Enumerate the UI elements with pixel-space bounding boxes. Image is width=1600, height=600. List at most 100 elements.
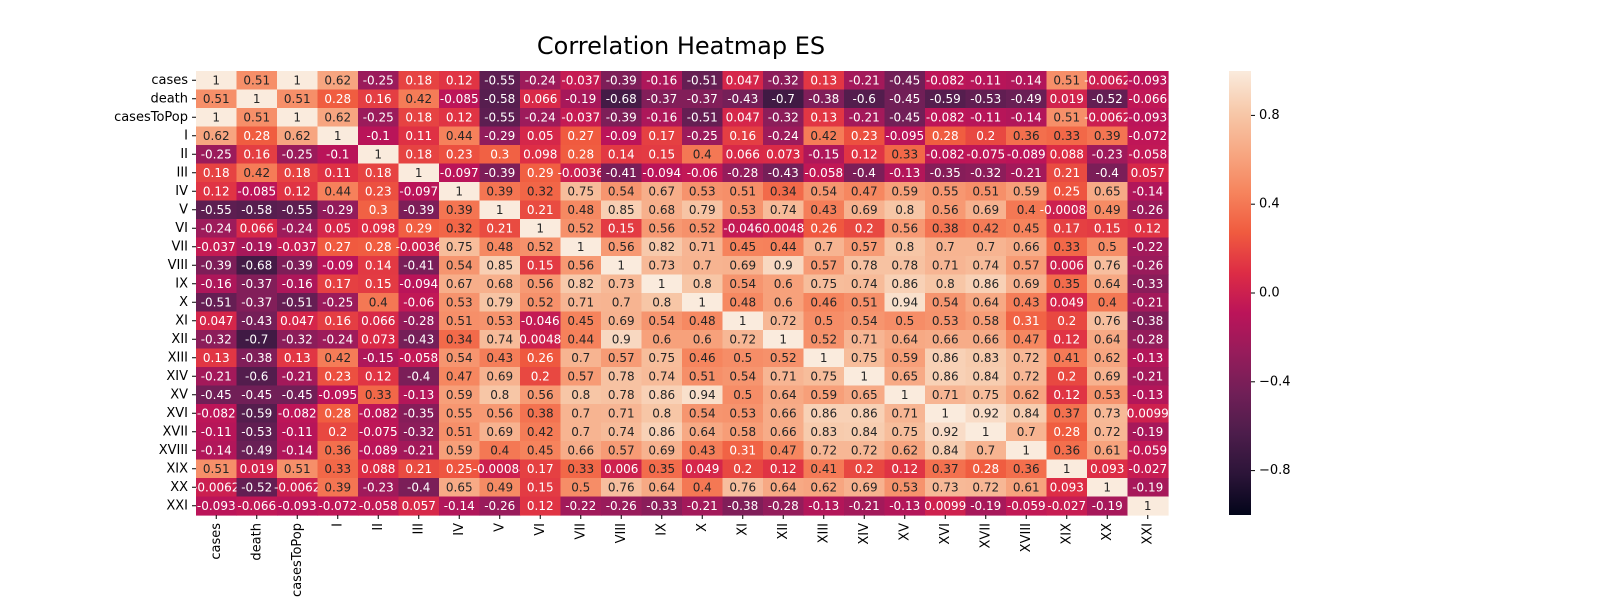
cell-annotation: 0.54 xyxy=(932,295,959,309)
heatmap-cell xyxy=(601,126,643,146)
heatmap-cell xyxy=(682,367,724,387)
cell-annotation: 0.64 xyxy=(891,332,918,346)
heatmap-cell xyxy=(1127,200,1169,220)
heatmap-cell xyxy=(236,126,278,146)
cell-annotation: 0.38 xyxy=(932,221,959,235)
cell-annotation: 0.73 xyxy=(932,480,959,494)
x-tick-label: II xyxy=(371,523,386,531)
heatmap-cell xyxy=(560,71,602,91)
cell-annotation: 0.18 xyxy=(284,166,311,180)
cell-annotation: 0.073 xyxy=(766,147,800,161)
cell-annotation: 0.72 xyxy=(810,443,837,457)
cell-annotation: 0.42 xyxy=(243,166,270,180)
cell-annotation: -0.21 xyxy=(849,73,880,87)
heatmap-cell xyxy=(844,108,886,128)
cell-annotation: 0.62 xyxy=(1094,351,1121,365)
x-tick-label: IX xyxy=(654,523,669,536)
cell-annotation: 0.59 xyxy=(891,351,918,365)
cell-annotation: 0.28 xyxy=(324,92,351,106)
cell-annotation: 0.32 xyxy=(446,221,473,235)
cell-annotation: 0.62 xyxy=(203,129,230,143)
y-tick-label: III xyxy=(176,165,188,180)
heatmap-cell xyxy=(479,163,521,183)
heatmap-cell xyxy=(844,89,886,109)
heatmap-cell xyxy=(1046,200,1088,220)
heatmap-cell xyxy=(965,274,1007,294)
cell-annotation: 0.71 xyxy=(932,258,959,272)
cell-annotation: 0.4 xyxy=(693,147,712,161)
cell-annotation: -0.25 xyxy=(201,147,232,161)
cell-annotation: -0.28 xyxy=(727,166,758,180)
cell-annotation: -0.45 xyxy=(241,388,272,402)
cell-annotation: 0.16 xyxy=(324,314,351,328)
cell-annotation: 0.29 xyxy=(527,166,554,180)
y-tick-label: VII xyxy=(171,239,188,254)
heatmap-cell xyxy=(479,422,521,442)
cell-annotation: 0.7 xyxy=(814,240,833,254)
heatmap-cell xyxy=(1127,404,1169,424)
cell-annotation: 0.7 xyxy=(936,240,955,254)
cell-annotation: -0.41 xyxy=(403,258,434,272)
heatmap-cell xyxy=(358,478,400,498)
cell-annotation: 0.8 xyxy=(490,388,509,402)
heatmap-cell xyxy=(722,163,764,183)
cell-annotation: 0.64 xyxy=(689,425,716,439)
heatmap-cell xyxy=(844,311,886,331)
cell-annotation: 0.45 xyxy=(729,240,756,254)
cell-annotation: -0.19 xyxy=(1132,425,1163,439)
cell-annotation: -0.33 xyxy=(1132,277,1163,291)
heatmap-cell xyxy=(479,478,521,498)
heatmap-cell xyxy=(1127,330,1169,350)
heatmap-cell xyxy=(236,311,278,331)
cell-annotation: -0.097 xyxy=(440,166,479,180)
cell-annotation: 0.066 xyxy=(240,221,274,235)
cell-annotation: 0.31 xyxy=(729,443,756,457)
cell-annotation: 0.12 xyxy=(203,184,230,198)
heatmap-cell xyxy=(722,385,764,405)
cell-annotation: 0.53 xyxy=(1094,388,1121,402)
cell-annotation: -0.24 xyxy=(201,221,232,235)
heatmap-cell xyxy=(479,126,521,146)
cell-annotation: 0.75 xyxy=(891,425,918,439)
cell-annotation: 0.73 xyxy=(608,277,635,291)
cell-annotation: 0.45 xyxy=(527,443,554,457)
cell-annotation: -0.59 xyxy=(930,92,961,106)
heatmap-cell xyxy=(520,274,562,294)
heatmap-cell xyxy=(1127,385,1169,405)
cell-annotation: 0.46 xyxy=(689,351,716,365)
cell-annotation: -0.19 xyxy=(241,240,272,254)
cell-annotation: 0.088 xyxy=(361,462,395,476)
heatmap-cell xyxy=(965,71,1007,91)
heatmap-cell xyxy=(1087,348,1129,368)
heatmap-cell xyxy=(277,71,319,91)
heatmap-cell xyxy=(277,274,319,294)
x-tick-label: XX xyxy=(1100,523,1115,541)
heatmap-cell xyxy=(722,441,764,461)
heatmap-cell xyxy=(398,219,440,239)
cell-annotation: 0.69 xyxy=(851,203,878,217)
cell-annotation: -0.15 xyxy=(363,351,394,365)
heatmap-cell xyxy=(601,422,643,442)
heatmap-cell xyxy=(317,200,359,220)
cell-annotation: 0.3 xyxy=(369,203,388,217)
cell-annotation: 0.76 xyxy=(729,480,756,494)
heatmap-cell xyxy=(641,274,683,294)
cell-annotation: -0.14 xyxy=(201,443,232,457)
heatmap-cell xyxy=(1087,89,1129,109)
heatmap-cell xyxy=(641,311,683,331)
cell-annotation: -0.058 xyxy=(359,499,398,513)
heatmap-cell xyxy=(398,126,440,146)
cell-annotation: 0.78 xyxy=(608,369,635,383)
cell-annotation: 1 xyxy=(536,221,544,235)
cell-annotation: 0.15 xyxy=(527,480,554,494)
cell-annotation: 0.4 xyxy=(1017,203,1036,217)
heatmap-cell xyxy=(844,404,886,424)
cell-annotation: 0.69 xyxy=(729,258,756,272)
heatmap-cell xyxy=(965,126,1007,146)
cell-annotation: 0.17 xyxy=(324,277,351,291)
cell-annotation: 0.5 xyxy=(1098,240,1117,254)
cell-annotation: -0.09 xyxy=(322,258,353,272)
cell-annotation: 0.45 xyxy=(567,314,594,328)
cell-annotation: -0.24 xyxy=(525,73,556,87)
x-tick-label: V xyxy=(492,523,507,532)
